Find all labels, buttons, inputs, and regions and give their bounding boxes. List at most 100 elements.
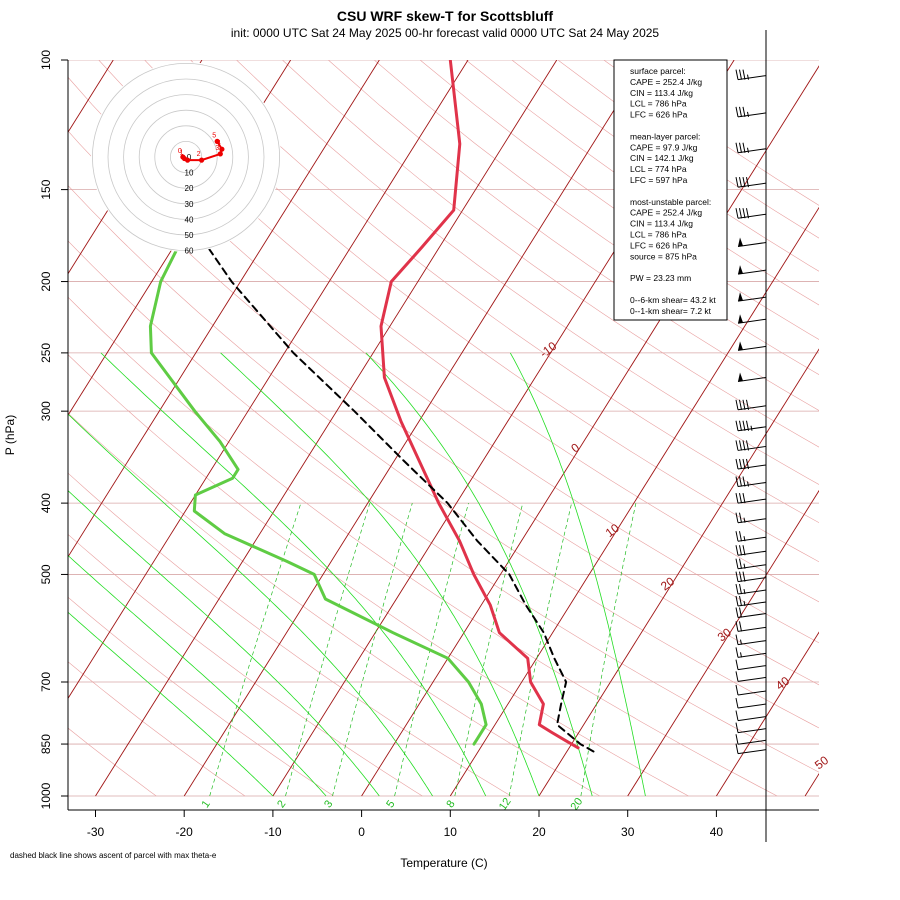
dry-adiabat <box>190 60 819 524</box>
x-tick-label: -20 <box>176 825 194 839</box>
isotherm-label: 50 <box>812 753 831 772</box>
wind-barb-full <box>735 659 739 670</box>
parcel-info-line: source = 875 hPa <box>630 251 697 261</box>
isotherm <box>68 60 469 700</box>
wind-barb-full <box>746 399 749 410</box>
wind-barb-full <box>746 458 749 470</box>
wind-barb <box>735 545 767 556</box>
wind-barb-shaft <box>737 739 767 745</box>
x-tick-label: 30 <box>621 825 635 839</box>
hodograph-ring <box>107 78 265 236</box>
wind-barb-full <box>735 583 739 595</box>
dewpoint-line <box>148 208 488 746</box>
wind-barb-full <box>742 571 746 582</box>
wind-barb-flag <box>738 314 743 324</box>
wind-barb-full <box>739 458 742 470</box>
wind-barb-half <box>743 600 746 607</box>
wind-barb-full <box>735 710 739 721</box>
wind-barb-full <box>739 545 742 556</box>
moist-adiabat <box>365 352 593 797</box>
wind-barb-full <box>735 458 739 470</box>
wind-barb-full <box>739 399 742 410</box>
parcel-info-line: 0--6-km shear= 43.2 kt <box>630 295 716 305</box>
wind-barb-half <box>743 588 746 595</box>
parcel-info-line: LCL = 786 hPa <box>630 230 687 240</box>
wind-barb <box>735 734 767 745</box>
dry-adiabat <box>236 60 819 485</box>
wind-barb <box>735 458 767 470</box>
wind-barb-full <box>742 177 746 188</box>
hodograph-ring-label: 50 <box>185 231 194 240</box>
wind-barb-full <box>735 531 739 542</box>
wind-barb-full <box>735 476 739 487</box>
hodograph-ring-label: 30 <box>185 200 194 209</box>
dry-adiabat <box>68 354 689 797</box>
wind-barb-shaft <box>737 703 767 709</box>
wind-barb-shaft <box>737 601 767 607</box>
wind-barb-full <box>739 621 742 632</box>
wind-barb-shaft <box>737 626 767 632</box>
parcel-info-line: surface parcel: <box>630 66 686 76</box>
dry-adiabat <box>68 727 157 797</box>
wind-barb-full <box>735 684 739 696</box>
wind-barb-shaft <box>737 577 767 583</box>
mixing-ratio-line <box>508 503 572 797</box>
isotherm <box>95 60 558 797</box>
wind-barb-half <box>743 536 746 542</box>
parcel-info-line: 0--1-km shear= 7.2 kt <box>630 306 712 316</box>
parcel-info-line: LFC = 626 hPa <box>630 110 688 120</box>
wind-barb-full <box>742 458 746 470</box>
wind-barb-full <box>739 142 742 153</box>
wind-barb-half <box>747 147 749 153</box>
wind-barb <box>735 621 767 632</box>
hodograph: 0 10 20 30 40 50 60 01 2 345 <box>91 62 281 256</box>
wind-barb-full <box>735 722 739 733</box>
wind-barb-shaft <box>737 464 767 470</box>
wind-barb-shaft <box>737 550 767 556</box>
wind-barb <box>735 558 767 570</box>
wind-barb-half <box>743 517 746 523</box>
wind-barb-full <box>746 208 749 219</box>
dry-adiabat <box>68 596 334 797</box>
y-tick-label: 700 <box>39 672 53 692</box>
x-axis-label: Temperature (C) <box>400 856 487 870</box>
wind-barb-full <box>735 697 739 709</box>
mixing-ratio-label: 1 <box>199 798 212 810</box>
wind-barb <box>737 265 767 275</box>
wind-barb-full <box>735 440 739 451</box>
hodograph-ring-label: 40 <box>185 215 194 224</box>
x-tick-label: 40 <box>710 825 724 839</box>
wind-barb-half <box>747 111 749 118</box>
wind-barb-shaft <box>737 518 767 524</box>
dry-adiabat <box>328 60 819 411</box>
wind-barb-shaft <box>737 676 767 682</box>
x-tick-label: 20 <box>532 825 546 839</box>
dry-adiabat <box>68 533 423 797</box>
isotherm <box>627 489 819 797</box>
parcel-info-line: mean-layer parcel: <box>630 131 700 141</box>
wind-barb-full <box>742 399 746 410</box>
wind-barb-full <box>742 106 746 118</box>
wind-barb-full <box>739 531 742 542</box>
y-tick-label: 100 <box>39 50 53 70</box>
wind-barb-shaft <box>737 652 767 658</box>
parcel-info-line: LCL = 774 hPa <box>630 164 687 174</box>
wind-barb <box>737 341 767 351</box>
y-tick-label: 850 <box>39 734 53 754</box>
chart-subtitle: init: 0000 UTC Sat 24 May 2025 00-hr for… <box>231 26 660 40</box>
wind-barb-full <box>735 420 739 431</box>
isotherm <box>804 772 819 797</box>
wind-barb-full <box>735 399 739 410</box>
moist-adiabat <box>68 611 274 797</box>
parcel-info-line: LCL = 786 hPa <box>630 99 687 109</box>
parcel-info-line: LFC = 597 hPa <box>630 175 688 185</box>
wind-barb-full <box>739 558 742 569</box>
hodograph-ring <box>154 125 218 189</box>
wind-barb-half <box>750 425 753 431</box>
dry-adiabat <box>98 60 819 603</box>
wind-barb-full <box>735 647 739 658</box>
hodograph-point-label: 1 <box>179 150 183 157</box>
wind-barb-shaft <box>737 213 767 219</box>
mixing-ratio-label: 12 <box>497 796 514 813</box>
isotherm-label: 10 <box>603 521 622 540</box>
